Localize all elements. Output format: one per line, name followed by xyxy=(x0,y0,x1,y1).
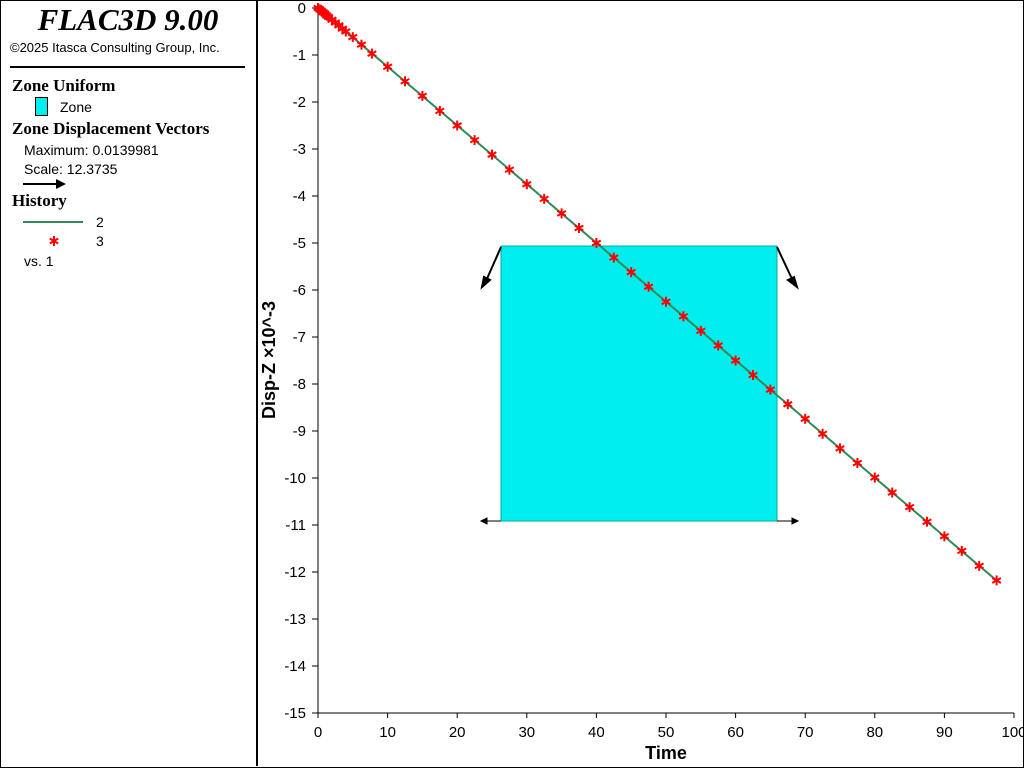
y-tick-label: -4 xyxy=(293,188,306,205)
series-3-marker xyxy=(852,457,863,468)
series-3-marker xyxy=(417,90,428,101)
series-3-marker xyxy=(400,76,410,87)
series-3-marker xyxy=(521,179,532,190)
y-tick-label: -6 xyxy=(293,282,306,299)
y-tick-label: -12 xyxy=(284,564,306,581)
series-3-marker xyxy=(347,32,358,43)
series-3-marker xyxy=(817,428,828,439)
series-3-marker xyxy=(356,39,367,50)
x-tick-label: 100 xyxy=(1001,724,1024,741)
zone-vectors-heading: Zone Displacement Vectors xyxy=(12,119,210,138)
series-3-marker xyxy=(539,193,550,204)
x-tick-label: 90 xyxy=(936,724,953,741)
series-3-marker xyxy=(835,443,845,454)
copyright-text: ©2025 Itasca Consulting Group, Inc. xyxy=(10,40,220,55)
series-3-marker xyxy=(800,413,811,424)
y-tick-label: -1 xyxy=(293,47,306,64)
series-3-marker xyxy=(626,267,637,278)
vectors-maximum-text: Maximum: 0.0139981 xyxy=(24,142,159,158)
series-3-marker xyxy=(887,487,898,498)
line-legend-icon xyxy=(23,221,83,223)
y-tick-label: -15 xyxy=(284,705,306,722)
bottom-vectors xyxy=(479,517,800,525)
y-tick-label: -10 xyxy=(284,470,306,487)
displacement-vectors xyxy=(480,246,799,290)
series-3-marker xyxy=(922,516,932,527)
history-heading: History xyxy=(12,191,67,210)
x-axis-title: Time xyxy=(645,743,687,763)
series-2-line xyxy=(317,7,998,582)
series-3-marker xyxy=(382,61,393,72)
y-tick-label: -7 xyxy=(293,329,306,346)
series-3-marker xyxy=(974,560,985,571)
series-3-marker xyxy=(504,164,515,175)
series-3-marker xyxy=(991,575,1002,586)
x-tick-label: 30 xyxy=(518,724,535,741)
y-tick-label: -14 xyxy=(284,658,306,675)
series-3-marker xyxy=(452,120,463,131)
x-tick-label: 60 xyxy=(727,724,744,741)
series-3-marker xyxy=(730,355,741,366)
series-3-marker xyxy=(748,370,758,381)
zone-item-label: Zone xyxy=(60,99,92,115)
series-3-marker xyxy=(713,340,724,351)
x-tick-label: 40 xyxy=(588,724,605,741)
y-tick-label: -5 xyxy=(293,235,306,252)
series-3-marker xyxy=(591,238,602,248)
y-tick-label: -2 xyxy=(293,94,306,111)
series-3-marker xyxy=(469,135,480,146)
vector-arrow-icon xyxy=(23,179,66,189)
x-tick-label: 10 xyxy=(379,724,396,741)
series-3-marker xyxy=(556,208,567,219)
series-3-marker xyxy=(608,252,619,263)
y-tick-label: 0 xyxy=(298,0,306,17)
legend-panel: FLAC3D 9.00 ©2025 Itasca Consulting Grou… xyxy=(0,0,258,766)
app-title: FLAC3D 9.00 xyxy=(37,2,219,37)
y-tick-label: -3 xyxy=(293,141,306,158)
history-vs-label: vs. 1 xyxy=(24,253,54,269)
series-3-marker xyxy=(661,296,671,307)
series-3-marker xyxy=(956,545,967,556)
series-3-marker xyxy=(695,325,706,336)
axis-ticks: 0 10 20 30 40 50 60 70 80 90 100 0 -1 -2 -3 -4 -5 -6 -7 -8 -… xyxy=(284,0,1024,741)
y-tick-label: -11 xyxy=(285,517,306,534)
y-axis-title: Disp-Z ×10^-3 xyxy=(259,301,279,419)
series-3-marker xyxy=(341,26,351,37)
series-3-marker xyxy=(782,399,793,410)
history-series-line-label: 2 xyxy=(96,214,104,230)
series-3-marker xyxy=(367,48,377,59)
series-3-marker xyxy=(765,384,776,395)
series-layer xyxy=(313,3,1002,586)
zone-overlay-rect xyxy=(500,245,778,522)
x-tick-label: 50 xyxy=(658,724,675,741)
series-3-marker xyxy=(678,311,689,322)
y-tick-label: -8 xyxy=(293,376,306,393)
series-3-marker xyxy=(904,502,915,513)
series-3-marker xyxy=(574,222,584,233)
series-3-marker xyxy=(434,105,445,116)
zone-uniform-heading: Zone Uniform xyxy=(12,76,116,95)
x-tick-label: 80 xyxy=(866,724,883,741)
asterisk-legend-icon xyxy=(49,236,59,246)
series-3-marker xyxy=(487,149,497,160)
zone-color-swatch xyxy=(35,97,48,116)
x-tick-label: 0 xyxy=(314,724,322,741)
vectors-scale-text: Scale: 12.3735 xyxy=(24,161,118,177)
x-tick-label: 70 xyxy=(797,724,814,741)
y-tick-label: -13 xyxy=(284,611,306,628)
y-tick-label: -9 xyxy=(293,423,306,440)
series-3-marker xyxy=(643,281,654,292)
history-series-marker-label: 3 xyxy=(96,233,104,249)
legend-divider xyxy=(10,66,245,68)
x-tick-label: 20 xyxy=(449,724,466,741)
series-3-marker xyxy=(869,472,880,483)
series-3-marker xyxy=(939,531,950,542)
